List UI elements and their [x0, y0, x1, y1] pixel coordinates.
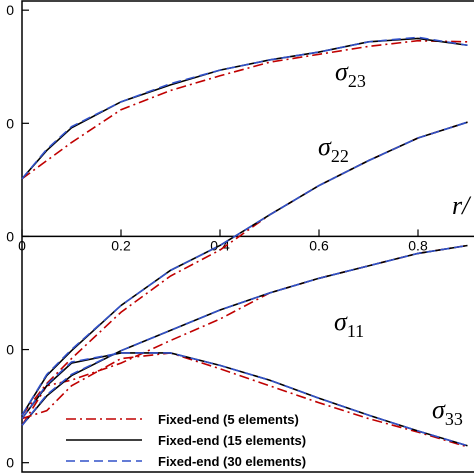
curve-symbol: σ [334, 307, 348, 336]
curve-label: σ11 [334, 307, 364, 341]
curve-label: σ33 [432, 395, 463, 429]
curve-label: σ23 [335, 57, 366, 91]
x-tick-label: 0.8 [408, 237, 428, 253]
y-tick-label: 0 [6, 2, 14, 18]
curve [21, 352, 468, 448]
curve-symbol: σ [318, 132, 332, 161]
curve-symbol: σ [432, 395, 446, 424]
curve-subscript: 22 [331, 146, 349, 166]
y-tick-label: 0 [6, 455, 14, 471]
curve [21, 37, 468, 180]
curve [21, 121, 468, 416]
y-tick-label: 0 [6, 115, 14, 131]
curve-symbol: σ [335, 57, 349, 86]
y-tick-label: 0 [6, 228, 14, 244]
x-axis-label: r/ [452, 191, 472, 220]
curve [21, 36, 468, 180]
legend-label: Fixed-end (5 elements) [158, 412, 299, 427]
curve-label: σ22 [318, 132, 349, 166]
curve-subscript: 11 [347, 321, 364, 341]
curve-subscript: 33 [445, 409, 463, 429]
legend-label: Fixed-end (15 elements) [158, 433, 306, 448]
x-tick-label: 0.6 [309, 237, 329, 253]
curve [21, 121, 468, 416]
curve [21, 244, 468, 426]
y-tick-label: 0 [6, 342, 14, 358]
legend-label: Fixed-end (30 elements) [158, 454, 306, 469]
x-tick-label: 0.2 [111, 237, 131, 253]
curve-subscript: 23 [348, 71, 366, 91]
curve [21, 39, 468, 180]
curve [21, 352, 468, 447]
x-tick-label: 0 [18, 237, 26, 253]
curve [21, 121, 468, 416]
curve [21, 244, 468, 426]
